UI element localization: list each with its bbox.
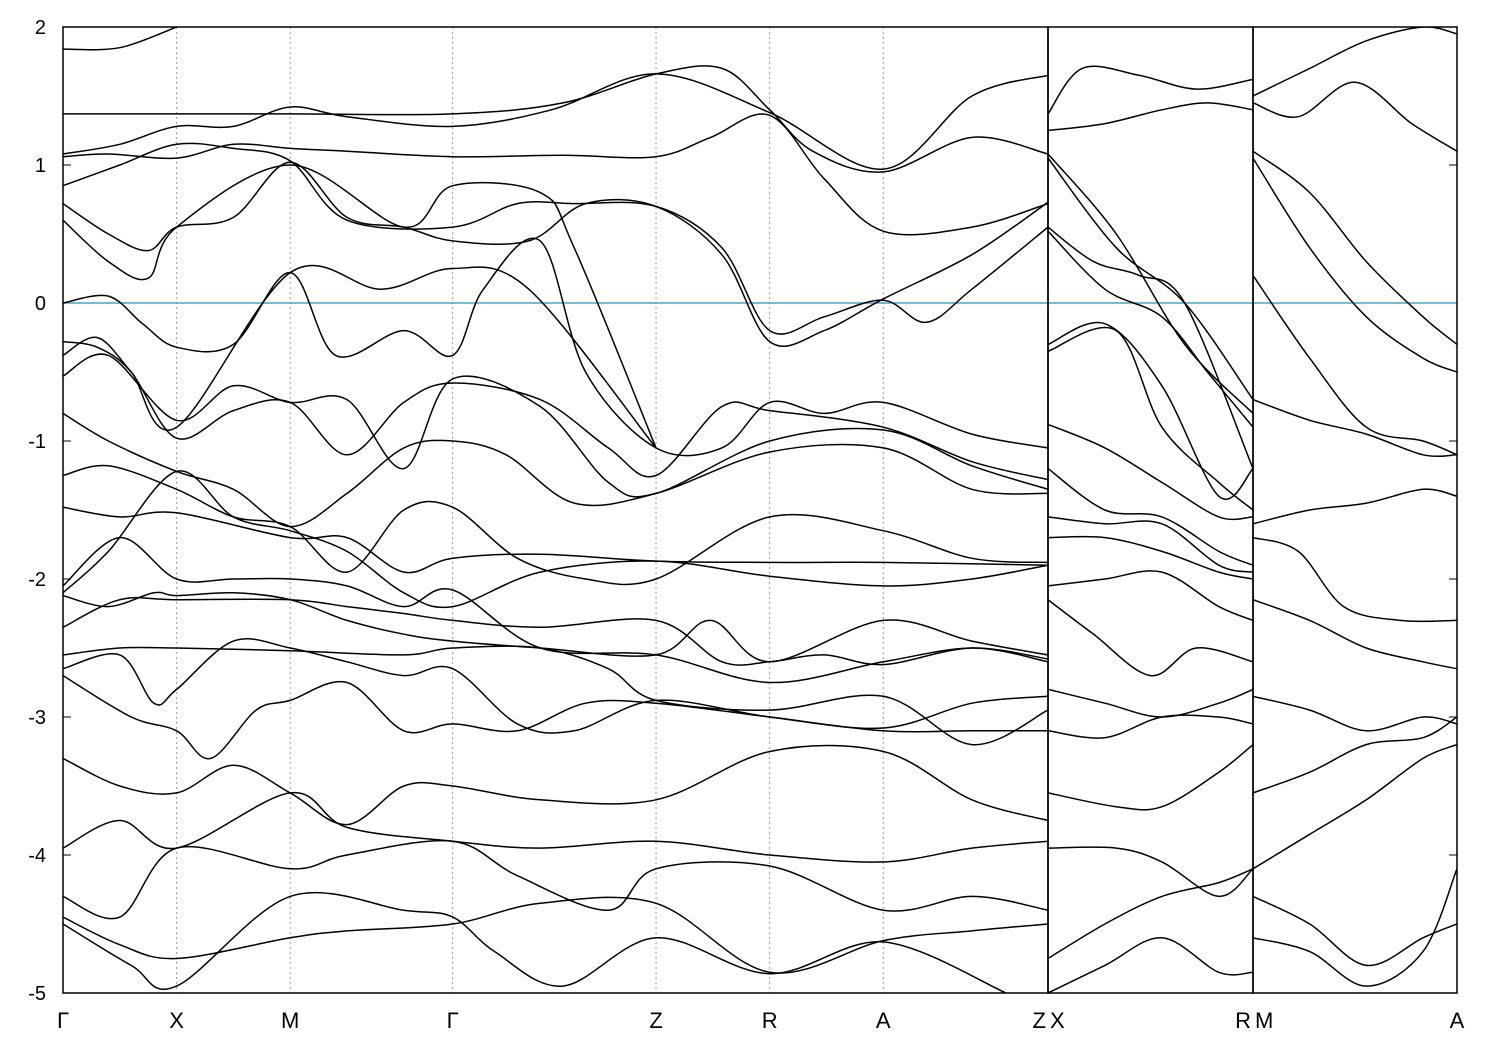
- band-line: [1048, 868, 1253, 960]
- band-line: [1048, 157, 1253, 401]
- band-line: [1048, 688, 1253, 718]
- panel-frame: [1047, 26, 1254, 994]
- band-line: [63, 470, 1048, 609]
- band-line: [1048, 326, 1253, 511]
- band-line: [63, 744, 1048, 826]
- band-line: [63, 73, 1048, 170]
- band-line: [63, 645, 1048, 746]
- band-line: [1253, 274, 1457, 456]
- band-line: [63, 65, 1048, 173]
- band-line: [1048, 423, 1253, 521]
- band-line: [1048, 230, 1253, 428]
- y-tick-label: -5: [28, 983, 46, 1005]
- band-line: [63, 596, 1048, 666]
- band-line: [63, 113, 1048, 236]
- band-line: [1048, 321, 1253, 500]
- band-line: [63, 464, 1048, 586]
- kpoint-label: X: [169, 1008, 184, 1033]
- kpoint-label: M: [1255, 1008, 1273, 1033]
- band-line: [1253, 743, 1457, 870]
- band-line: [1048, 846, 1253, 898]
- band-line: [63, 161, 1048, 347]
- band-line: [63, 839, 1048, 920]
- band-line: [63, 506, 1048, 574]
- band-line: [63, 892, 1007, 993]
- y-tick-label: 1: [35, 155, 46, 177]
- band-line: [1253, 398, 1457, 458]
- band-line: [63, 896, 1048, 974]
- kpoint-label: R: [762, 1008, 778, 1033]
- y-tick-label: -4: [28, 845, 46, 867]
- kpoint-label: M: [281, 1008, 299, 1033]
- band-line: [1253, 895, 1457, 967]
- band-line: [1048, 516, 1253, 573]
- band-line: [1253, 868, 1457, 987]
- band-line: [1048, 226, 1253, 469]
- kpoint-label: Γ: [447, 1008, 459, 1033]
- band-line: [1048, 744, 1253, 811]
- band-line: [63, 353, 1048, 498]
- y-tick-label: -3: [28, 707, 46, 729]
- band-line: [1253, 488, 1457, 525]
- band-line: [1253, 81, 1457, 152]
- band-line: [1253, 716, 1457, 794]
- band-line: [63, 142, 1048, 335]
- band-line: [1253, 695, 1457, 732]
- band-line: [1048, 102, 1253, 132]
- band-line: [1253, 598, 1457, 670]
- band-line: [1048, 714, 1253, 739]
- kpoint-label: A: [876, 1008, 891, 1033]
- band-line: [63, 638, 1048, 734]
- band-line: [1048, 65, 1253, 115]
- band-line: [63, 674, 1048, 760]
- band-line: [1048, 937, 1253, 993]
- band-line: [63, 237, 1048, 457]
- band-line: [1048, 153, 1253, 414]
- band-line: [63, 27, 177, 51]
- band-line: [63, 264, 657, 449]
- band-line: [63, 412, 1048, 528]
- band-line: [1048, 467, 1253, 566]
- band-line: [1253, 150, 1457, 345]
- kpoint-label: X: [1050, 1008, 1065, 1033]
- band-line: [1048, 535, 1253, 580]
- kpoint-label: Γ: [57, 1008, 69, 1033]
- band-panel-2: [1048, 65, 1253, 993]
- band-line: [1253, 27, 1457, 97]
- kpoint-label: Z: [1033, 1008, 1046, 1033]
- band-line: [63, 340, 1048, 481]
- band-panel-1: [63, 27, 1048, 993]
- kpoint-label: Z: [649, 1008, 662, 1033]
- band-line: [1048, 570, 1253, 622]
- band-line: [1253, 157, 1457, 373]
- band-line: [63, 164, 657, 449]
- band-line: [1253, 536, 1457, 623]
- band-line: [63, 536, 1048, 684]
- y-tick-label: -2: [28, 569, 46, 591]
- y-tick-label: -1: [28, 431, 46, 453]
- band-panel-3: [1253, 27, 1457, 987]
- band-line: [63, 792, 1048, 863]
- panel-frame: [1252, 26, 1458, 994]
- y-tick-label: 2: [35, 17, 46, 39]
- band-line: [63, 591, 1048, 663]
- kpoint-label: R: [1235, 1008, 1251, 1033]
- band-line: [1048, 599, 1253, 677]
- kpoint-label: A: [1450, 1008, 1465, 1033]
- y-tick-label: 0: [35, 293, 46, 315]
